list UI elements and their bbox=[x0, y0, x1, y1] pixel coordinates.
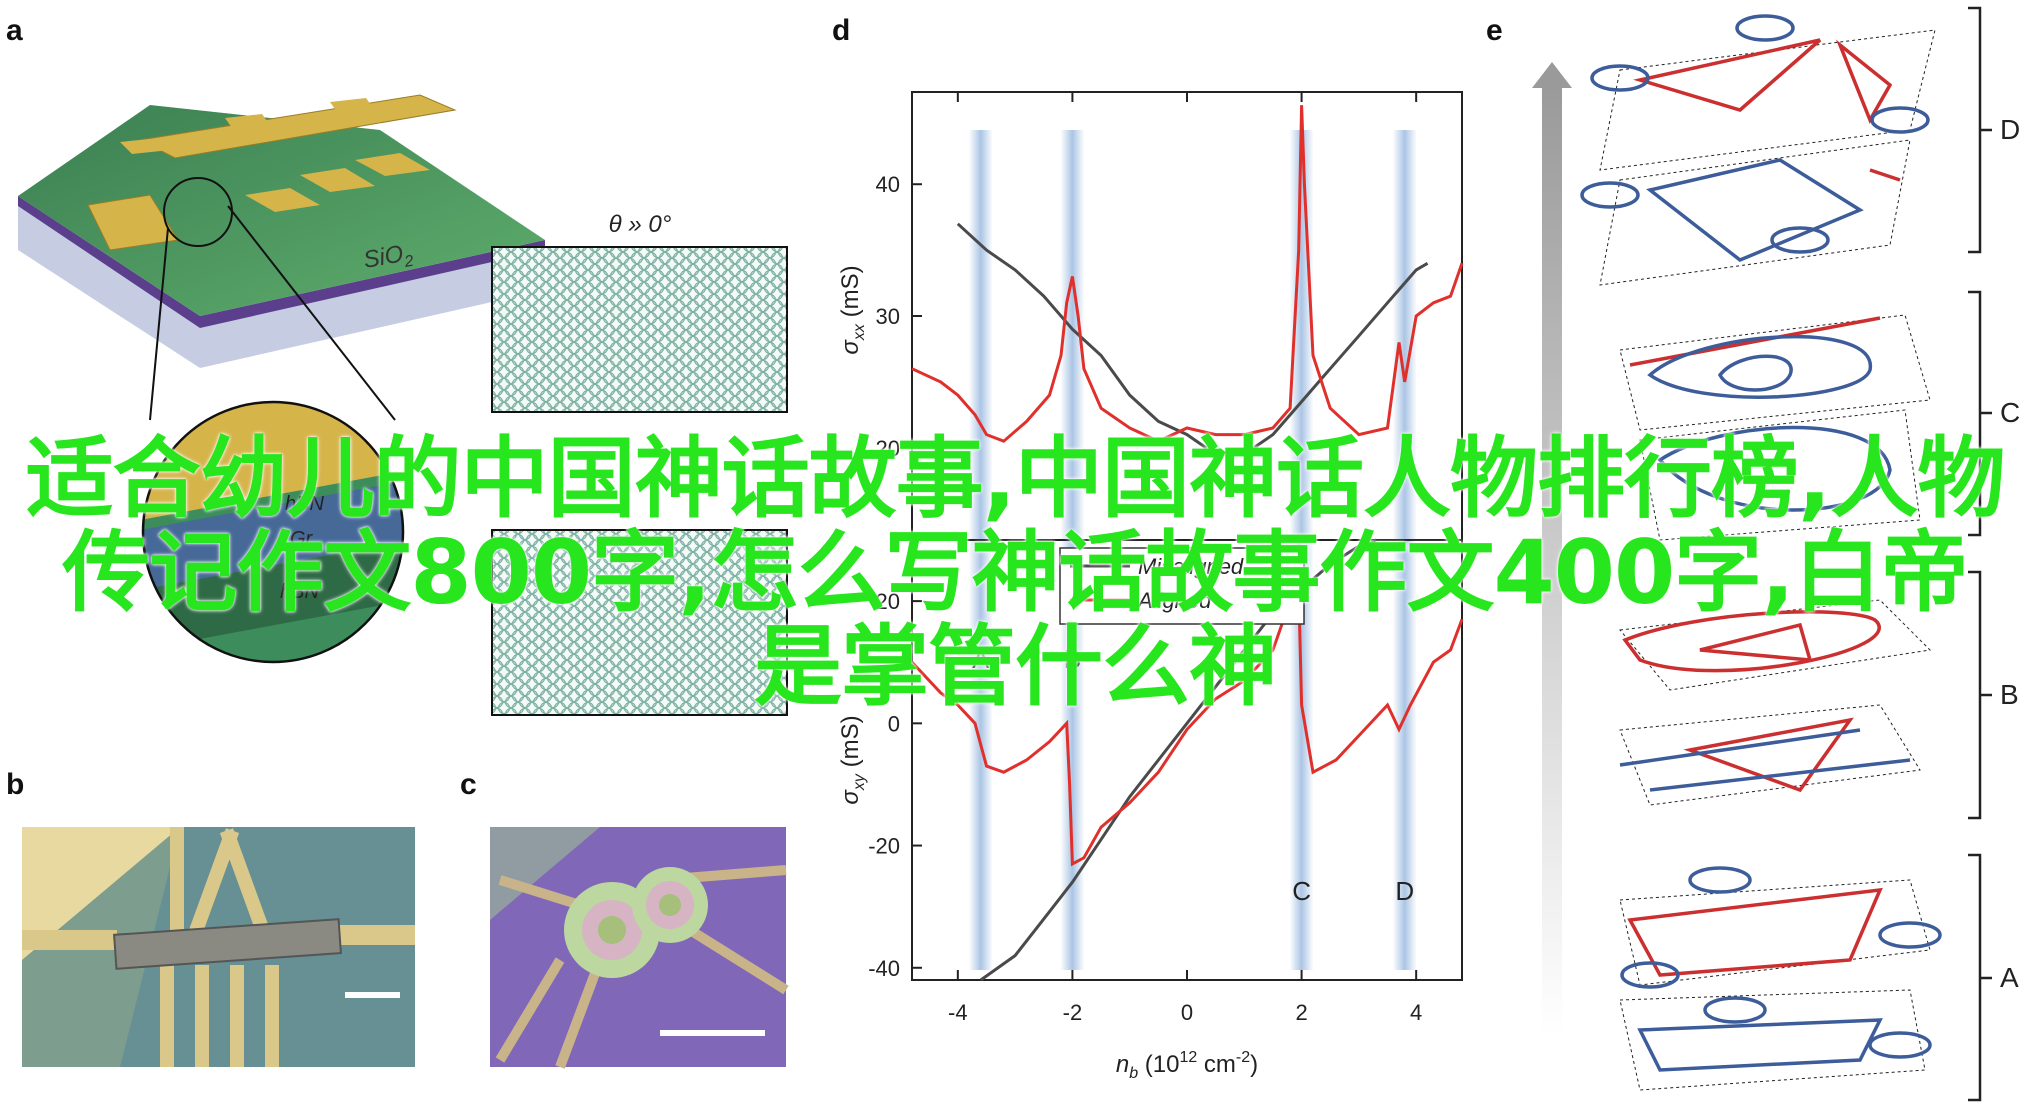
band-label-a: A bbox=[972, 644, 990, 674]
fermi-contour-group-d bbox=[1580, 14, 1936, 286]
scale-bar-c bbox=[660, 1030, 765, 1036]
y-top-tick-label-20: 20 bbox=[876, 436, 900, 461]
panel-label-b: b bbox=[6, 768, 25, 801]
bracket-label-c: C bbox=[2000, 397, 2021, 428]
gold-finger-2 bbox=[300, 168, 375, 192]
x-label: nb (1012 cm-2) bbox=[1116, 1049, 1258, 1082]
panel-label-c: c bbox=[460, 768, 477, 801]
sigma-xy-line-misaligned bbox=[979, 538, 1377, 982]
device-base-side bbox=[18, 200, 545, 368]
chart-legend: Misaligned Aligned bbox=[1059, 547, 1305, 625]
moire-inset-top bbox=[491, 246, 788, 413]
resonance-band-a bbox=[968, 130, 993, 970]
gradient-arrow bbox=[1542, 85, 1562, 1035]
y-bottom-tick-label--40: -40 bbox=[868, 956, 900, 981]
device-purple-layer bbox=[18, 196, 545, 328]
legend-label-aligned: Aligned bbox=[1136, 588, 1212, 613]
x-tick-label--4: -4 bbox=[948, 1000, 968, 1025]
device-schematic: SiO2 hBN Gr hBN θ » 0° bbox=[18, 94, 788, 716]
gradient-arrow-head bbox=[1532, 62, 1572, 88]
sigma-xx-line-aligned bbox=[911, 105, 1464, 443]
bracket-label-a: A bbox=[2000, 962, 2019, 993]
y-top-tick-label-30: 30 bbox=[876, 304, 900, 329]
zoom-line-1 bbox=[149, 227, 169, 421]
panel-label-e: e bbox=[1486, 14, 1503, 47]
band-labels: A B C D bbox=[972, 644, 1414, 906]
x-tick-label-0: 0 bbox=[1181, 1000, 1193, 1025]
y-bottom-tick-label-0: 0 bbox=[888, 711, 900, 736]
band-label-d: D bbox=[1395, 876, 1414, 906]
zoom-label-mid: Gr bbox=[290, 528, 314, 550]
sigma-xy-line-aligned bbox=[910, 584, 1464, 867]
y-label-top: σxx (mS) bbox=[837, 265, 868, 354]
panel-label-d: d bbox=[832, 14, 851, 47]
panel-label-a: a bbox=[6, 14, 23, 47]
chart-frame bbox=[911, 91, 1463, 981]
x-tick-label-4: 4 bbox=[1410, 1000, 1422, 1025]
gold-top-bar bbox=[138, 94, 457, 159]
x-tick-label--2: -2 bbox=[1063, 1000, 1083, 1025]
zoom-label-top: hBN bbox=[285, 493, 324, 515]
fermi-contour-group-c bbox=[1619, 314, 1931, 541]
gold-finger-3 bbox=[355, 153, 430, 176]
scale-bar-b bbox=[345, 992, 400, 998]
sigma-xy-lines bbox=[910, 538, 1464, 982]
micrograph-c bbox=[490, 827, 789, 1069]
brackets bbox=[1968, 6, 1992, 1102]
zoom-line-2 bbox=[227, 205, 396, 421]
y-label-bottom: σxy (mS) bbox=[837, 715, 868, 804]
bracket-label-b: B bbox=[2000, 679, 2019, 710]
moire-inset-title: θ » 0° bbox=[609, 211, 672, 238]
resonance-band-d bbox=[1392, 130, 1417, 970]
zoom-label-bottom: hBN bbox=[280, 581, 319, 603]
fermi-contour-group-a bbox=[1619, 866, 1942, 1091]
band-structure-panels bbox=[1532, 6, 1992, 1102]
micrograph-b bbox=[22, 827, 415, 1067]
zoom-magnified-circle bbox=[141, 400, 405, 664]
gold-finger-4 bbox=[120, 138, 170, 154]
y-top-tick-label-40: 40 bbox=[876, 172, 900, 197]
moire-inset-bottom bbox=[491, 529, 788, 716]
fermi-contour-group-b bbox=[1619, 599, 1932, 806]
legend-label-misaligned: Misaligned bbox=[1138, 554, 1244, 579]
gold-finger-6 bbox=[330, 98, 376, 116]
bracket-label-d: D bbox=[2000, 114, 2021, 145]
sigma-xx-line-misaligned bbox=[956, 222, 1429, 456]
sigma-xx-lines bbox=[911, 105, 1464, 456]
band-label-c: C bbox=[1292, 876, 1311, 906]
gold-finger-5 bbox=[225, 114, 272, 132]
y-bottom-tick-label--20: -20 bbox=[868, 834, 900, 859]
band-label-b: B bbox=[1064, 644, 1081, 674]
x-tick-label-2: 2 bbox=[1295, 1000, 1307, 1025]
y-bottom-tick-label-20: 20 bbox=[876, 589, 900, 614]
gold-finger-1 bbox=[245, 188, 320, 212]
